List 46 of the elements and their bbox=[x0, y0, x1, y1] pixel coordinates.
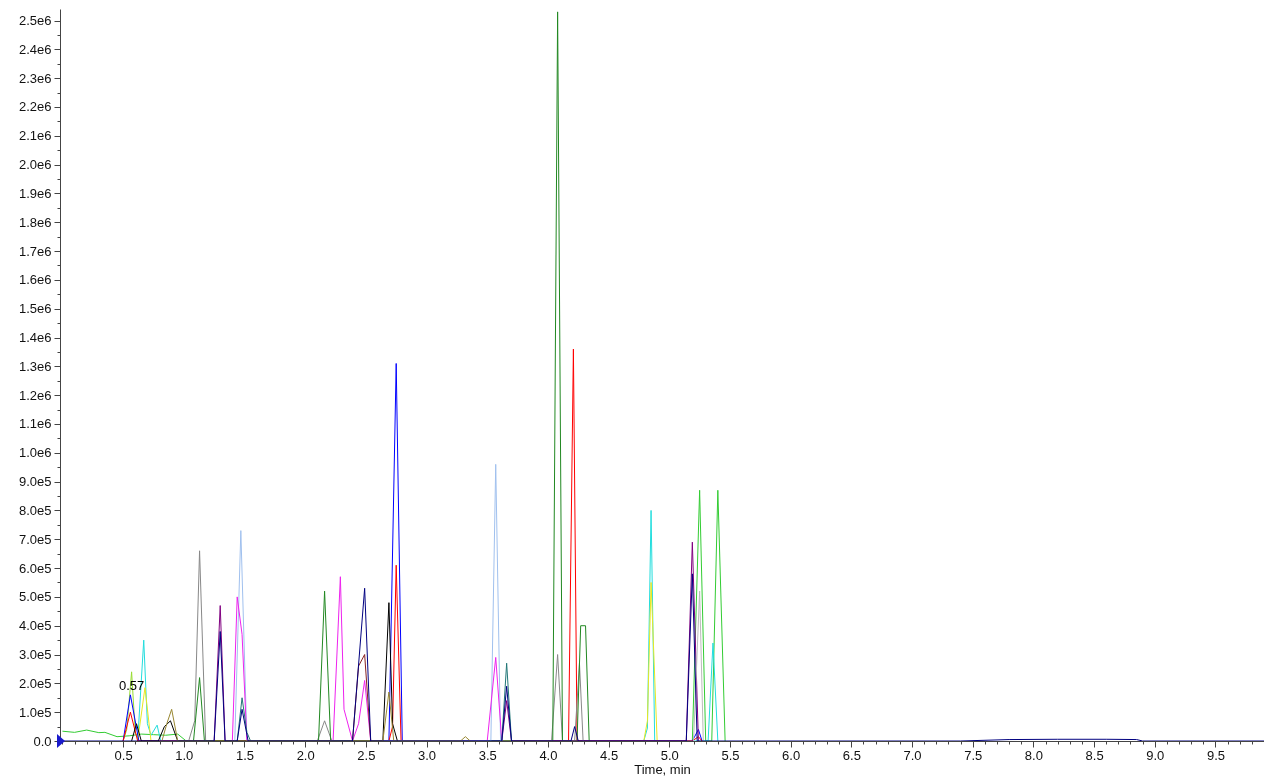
y-tick-label: 2.1e6 bbox=[18, 128, 52, 144]
x-tick-label: 2.0 bbox=[296, 747, 315, 763]
y-tick-label: 1.7e6 bbox=[18, 243, 52, 259]
x-tick-label: 8.0 bbox=[1024, 747, 1043, 763]
x-tick-label: 2.5 bbox=[357, 747, 376, 763]
x-tick-label: 8.5 bbox=[1085, 747, 1104, 763]
x-tick-label: 1.0 bbox=[175, 747, 194, 763]
x-tick-label: 5.5 bbox=[721, 747, 740, 763]
y-tick-label: 1.2e6 bbox=[18, 387, 52, 403]
y-tick-label: 0.0 bbox=[33, 733, 52, 749]
x-tick-label: 9.5 bbox=[1206, 747, 1225, 763]
y-tick-label: 8.0e5 bbox=[18, 502, 52, 518]
y-tick-label: 3.0e5 bbox=[18, 647, 52, 663]
x-tick-label: 3.5 bbox=[478, 747, 497, 763]
x-tick-label: 0.5 bbox=[114, 747, 133, 763]
y-tick-label: 1.0e6 bbox=[18, 445, 52, 461]
y-tick-label: 7.0e5 bbox=[18, 531, 52, 547]
x-axis-title: Time, min bbox=[634, 761, 691, 777]
x-tick-label: 1.5 bbox=[235, 747, 255, 763]
y-tick-label: 2.2e6 bbox=[18, 99, 52, 115]
x-tick-label: 6.5 bbox=[842, 747, 861, 763]
y-tick-label: 6.0e5 bbox=[18, 560, 52, 576]
y-tick-label: 2.4e6 bbox=[18, 41, 52, 57]
y-tick-label: 1.1e6 bbox=[18, 416, 52, 432]
y-tick-label: 1.4e6 bbox=[18, 330, 52, 346]
y-tick-label: 1.3e6 bbox=[18, 358, 52, 374]
x-tick-label: 5.0 bbox=[660, 747, 679, 763]
x-tick-label: 9.0 bbox=[1146, 747, 1165, 763]
y-tick-label: 2.0e5 bbox=[18, 675, 52, 691]
y-tick-label: 1.6e6 bbox=[18, 272, 52, 288]
y-tick-label: 1.9e6 bbox=[18, 185, 52, 201]
y-tick-label: 9.0e5 bbox=[18, 474, 52, 490]
y-tick-label: 2.5e6 bbox=[18, 13, 52, 29]
x-tick-label: 3.0 bbox=[418, 747, 437, 763]
x-tick-label: 4.5 bbox=[600, 747, 619, 763]
y-tick-label: 4.0e5 bbox=[18, 618, 52, 634]
y-tick-label: 2.3e6 bbox=[18, 70, 52, 86]
y-tick-label: 5.0e5 bbox=[18, 589, 52, 605]
x-tick-label: 6.0 bbox=[782, 747, 801, 763]
y-tick-label: 2.0e6 bbox=[18, 157, 52, 173]
x-tick-label: 7.5 bbox=[964, 747, 983, 763]
x-tick-label: 4.0 bbox=[539, 747, 558, 763]
y-tick-label: 1.5e6 bbox=[18, 301, 52, 317]
x-tick-label: 7.0 bbox=[903, 747, 922, 763]
y-tick-label: 1.8e6 bbox=[18, 214, 52, 230]
y-tick-label: 1.0e5 bbox=[18, 704, 52, 720]
